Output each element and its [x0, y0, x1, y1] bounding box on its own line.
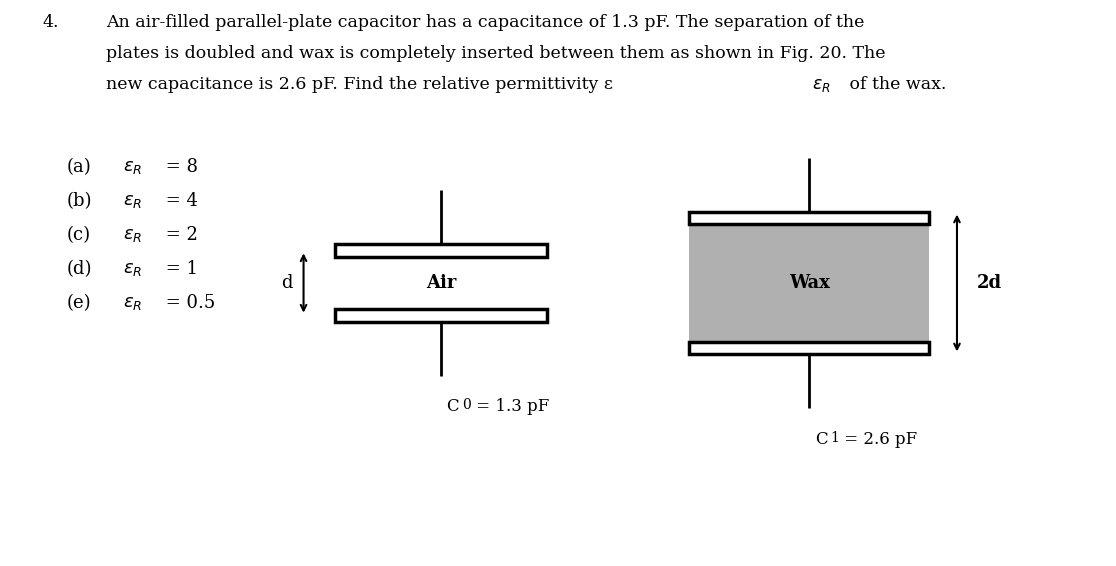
Bar	[335, 309, 547, 321]
Text: = 0.5: = 0.5	[160, 294, 215, 312]
Text: = 2.6 pF: = 2.6 pF	[839, 431, 917, 448]
Text: (e): (e)	[67, 294, 92, 312]
Text: of the wax.: of the wax.	[844, 76, 946, 93]
Text: (c): (c)	[67, 226, 92, 245]
Text: $\varepsilon_R$: $\varepsilon_R$	[123, 226, 142, 245]
Text: = 1.3 pF: = 1.3 pF	[471, 398, 549, 415]
Text: $\varepsilon_R$: $\varepsilon_R$	[123, 294, 142, 312]
Bar	[689, 224, 929, 342]
Text: Air: Air	[425, 274, 456, 292]
Text: (b): (b)	[67, 192, 93, 211]
Bar	[335, 245, 547, 257]
Text: (a): (a)	[67, 158, 92, 177]
Bar	[689, 342, 929, 354]
Text: 2d: 2d	[978, 274, 1002, 292]
Text: $\varepsilon_R$: $\varepsilon_R$	[123, 260, 142, 278]
Text: C: C	[446, 398, 459, 415]
Text: = 4: = 4	[160, 192, 198, 211]
Text: 0: 0	[462, 398, 471, 412]
Text: An air-filled parallel-plate capacitor has a capacitance of 1.3 pF. The separati: An air-filled parallel-plate capacitor h…	[106, 14, 865, 31]
Text: 4.: 4.	[42, 14, 59, 31]
Text: (d): (d)	[67, 260, 93, 278]
Text: $\varepsilon_R$: $\varepsilon_R$	[812, 76, 831, 95]
Text: C: C	[815, 431, 827, 448]
Text: 1: 1	[830, 431, 839, 445]
Text: $\varepsilon_R$: $\varepsilon_R$	[123, 192, 142, 211]
Text: d: d	[281, 274, 292, 292]
Text: new capacitance is 2.6 pF. Find the relative permittivity ε: new capacitance is 2.6 pF. Find the rela…	[106, 76, 613, 93]
Text: = 1: = 1	[160, 260, 198, 278]
Text: $\varepsilon_R$: $\varepsilon_R$	[123, 158, 142, 177]
Text: Wax: Wax	[789, 274, 829, 292]
Text: plates is doubled and wax is completely inserted between them as shown in Fig. 2: plates is doubled and wax is completely …	[106, 45, 885, 62]
Bar	[689, 212, 929, 224]
Text: = 8: = 8	[160, 158, 198, 177]
Text: = 2: = 2	[160, 226, 198, 245]
